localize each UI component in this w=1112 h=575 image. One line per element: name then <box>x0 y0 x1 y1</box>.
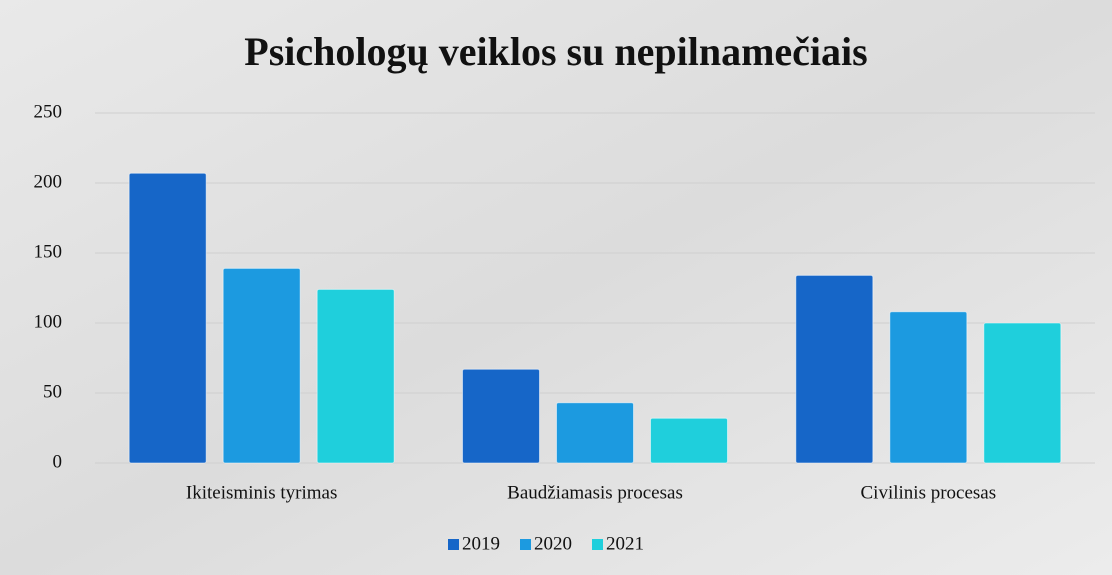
x-tick-label: Baudžiamasis procesas <box>507 482 683 503</box>
legend-swatch <box>520 539 531 550</box>
legend-label: 2019 <box>462 533 500 554</box>
bar <box>317 289 394 463</box>
chart-title: Psichologų veiklos su nepilnamečiais <box>244 29 867 74</box>
bar <box>651 418 728 463</box>
y-tick-label: 100 <box>34 311 63 332</box>
chart: Psichologų veiklos su nepilnamečiais 0 50… <box>0 0 1112 575</box>
y-tick-label: 150 <box>34 241 63 262</box>
bar <box>796 275 873 463</box>
bar <box>463 369 540 463</box>
legend-label: 2020 <box>534 533 572 554</box>
y-tick-label: 250 <box>34 101 63 122</box>
bar <box>129 173 206 463</box>
legend-label: 2021 <box>606 533 644 554</box>
legend-swatch <box>592 539 603 550</box>
y-tick-label: 50 <box>43 381 62 402</box>
y-tick-label: 0 <box>53 451 63 472</box>
legend-swatch <box>448 539 459 550</box>
bar <box>557 403 634 463</box>
x-tick-label: Civilinis procesas <box>861 482 997 503</box>
bar <box>890 312 967 463</box>
x-tick-label: Ikiteisminis tyrimas <box>186 482 337 503</box>
bar <box>984 323 1061 463</box>
bar <box>223 268 300 463</box>
y-tick-label: 200 <box>34 171 63 192</box>
